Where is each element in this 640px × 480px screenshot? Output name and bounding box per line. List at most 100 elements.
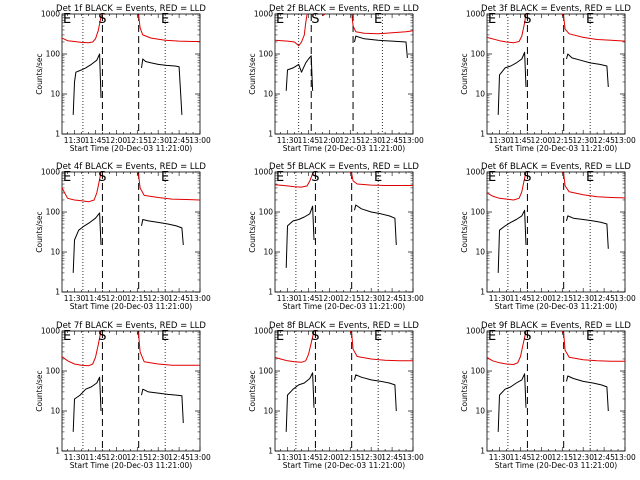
x-tick-label: 12:15	[126, 136, 148, 145]
x-tick-label: 12:00	[106, 294, 128, 303]
segment-marker-label: S	[311, 329, 319, 344]
events-series-line	[354, 35, 408, 58]
x-tick-label: 12:30	[572, 294, 594, 303]
events-series-line	[141, 58, 183, 115]
y-tick-label: 1	[268, 288, 273, 297]
x-tick-label: 12:15	[126, 453, 148, 462]
chart-title: Det 5f BLACK = Events, RED = LLD	[269, 162, 419, 172]
chart-panel-8: Det 8f BLACK = Events, RED = LLD 1 10 100 10…	[248, 321, 424, 470]
lld-series-line	[561, 171, 626, 199]
y-tick-label: 1	[55, 130, 60, 139]
segment-marker-label: E	[374, 12, 382, 27]
chart-panel-3: Det 3f BLACK = Events, RED = LLD 1 10 100 10…	[460, 4, 636, 153]
segment-marker-label: E	[488, 170, 496, 185]
y-tick-label: 10	[50, 407, 60, 416]
y-tick-label: 100	[471, 50, 486, 59]
x-tick-label: 13:00	[614, 136, 636, 145]
events-series-line	[354, 374, 397, 412]
x-tick-label: 13:00	[189, 294, 211, 303]
segment-marker-label: E	[161, 329, 169, 344]
chart-title: Det 1f BLACK = Events, RED = LLD	[56, 4, 206, 14]
plot-frame	[274, 13, 414, 135]
x-tick-label: 12:45	[168, 453, 190, 462]
events-series-line	[497, 373, 527, 432]
y-tick-label: 10	[475, 407, 485, 416]
y-axis-label: Counts/sec	[248, 211, 257, 252]
y-tick-label: 10	[475, 248, 485, 257]
plot-frame	[274, 171, 414, 293]
segment-marker-label: E	[488, 329, 496, 344]
plot-frame	[61, 13, 201, 135]
y-tick-label: 100	[46, 208, 61, 217]
x-tick-label: 11:30	[489, 453, 511, 462]
chart-panel-4: Det 4f BLACK = Events, RED = LLD 1 10 100 10…	[35, 162, 211, 311]
x-tick-label: 12:00	[531, 453, 553, 462]
events-series-line	[566, 215, 609, 249]
y-axis-label: Counts/sec	[248, 370, 257, 411]
chart-title: Det 2f BLACK = Events, RED = LLD	[269, 4, 419, 14]
x-tick-label: 12:15	[126, 294, 148, 303]
events-series-line	[497, 209, 527, 273]
x-axis-label: Start Time (20-Dec-03 11:21:00)	[70, 302, 192, 311]
y-tick-label: 1000	[41, 327, 60, 336]
x-axis-label: Start Time (20-Dec-03 11:21:00)	[495, 302, 617, 311]
lld-series-line	[349, 330, 413, 362]
y-tick-label: 1	[55, 447, 60, 456]
x-tick-label: 12:45	[593, 453, 615, 462]
y-tick-label: 1000	[41, 10, 60, 19]
plot-frame	[61, 171, 201, 293]
x-axis-label: Start Time (20-Dec-03 11:21:00)	[495, 461, 617, 470]
y-tick-label: 10	[263, 90, 273, 99]
lld-series-line	[561, 13, 626, 42]
x-tick-label: 12:30	[572, 453, 594, 462]
x-tick-label: 12:00	[531, 294, 553, 303]
y-tick-label: 1	[55, 288, 60, 297]
y-tick-label: 10	[475, 90, 485, 99]
x-tick-label: 12:00	[106, 136, 128, 145]
y-axis-label: Counts/sec	[35, 53, 44, 94]
y-axis-label: Counts/sec	[460, 211, 469, 252]
x-tick-label: 12:45	[593, 136, 615, 145]
lld-series-line	[486, 13, 527, 44]
x-tick-label: 12:30	[360, 136, 382, 145]
lld-series-line	[274, 13, 308, 47]
y-tick-label: 100	[46, 50, 61, 59]
segment-marker-label: E	[374, 329, 382, 344]
x-tick-label: 11:30	[489, 136, 511, 145]
segment-marker-label: E	[586, 329, 594, 344]
segment-marker-label: S	[98, 329, 106, 344]
y-tick-label: 10	[50, 248, 60, 257]
chart-panel-6: Det 6f BLACK = Events, RED = LLD 1 10 100 10…	[460, 162, 636, 311]
lld-series-line	[561, 330, 625, 362]
segment-marker-label: E	[276, 329, 284, 344]
x-axis-label: Start Time (20-Dec-03 11:21:00)	[70, 144, 192, 153]
x-tick-label: 13:00	[402, 136, 424, 145]
events-series-line	[141, 219, 184, 246]
segment-marker-label: E	[63, 329, 71, 344]
y-axis-label: Counts/sec	[35, 370, 44, 411]
segment-marker-label: E	[161, 12, 169, 27]
x-tick-label: 12:00	[319, 294, 341, 303]
y-tick-label: 1000	[41, 168, 60, 177]
x-tick-label: 13:00	[402, 294, 424, 303]
y-tick-label: 100	[259, 208, 274, 217]
x-tick-label: 11:45	[298, 294, 320, 303]
chart-title: Det 3f BLACK = Events, RED = LLD	[481, 4, 631, 14]
x-axis-label: Start Time (20-Dec-03 11:21:00)	[495, 144, 617, 153]
segment-marker-label: E	[276, 12, 284, 27]
y-tick-label: 1000	[254, 327, 273, 336]
events-series-line	[285, 372, 315, 432]
segment-marker-label: E	[276, 170, 284, 185]
x-tick-label: 12:45	[593, 294, 615, 303]
events-series-line	[285, 205, 315, 268]
x-tick-label: 11:45	[510, 453, 532, 462]
x-tick-label: 11:30	[64, 294, 86, 303]
x-tick-label: 12:30	[147, 453, 169, 462]
chart-panel-2: Det 2f BLACK = Events, RED = LLD 1 10 100 10…	[248, 4, 424, 153]
x-axis-label: Start Time (20-Dec-03 11:21:00)	[283, 144, 405, 153]
lld-series-line	[136, 13, 200, 42]
x-tick-label: 11:30	[277, 453, 299, 462]
lld-series-line	[61, 330, 102, 367]
chart-panel-9: Det 9f BLACK = Events, RED = LLD 1 10 100 10…	[460, 321, 636, 470]
